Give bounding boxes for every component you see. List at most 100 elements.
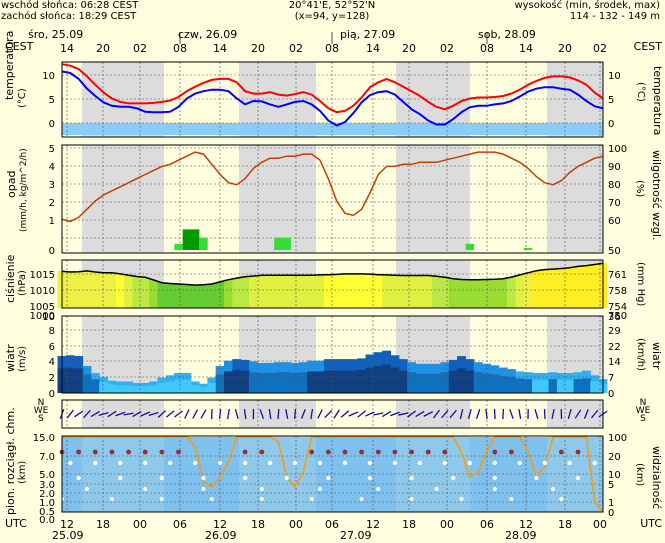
cloud-dot bbox=[259, 487, 264, 491]
top-hour-label: 14 bbox=[519, 42, 533, 55]
cloud-dot bbox=[76, 475, 81, 481]
coords-text: 20°41'E, 52°52'N bbox=[288, 0, 376, 11]
cloud-panel-frame bbox=[61, 435, 604, 513]
wind-speed-column bbox=[298, 372, 308, 393]
sunset-text: zachód słońca: 18:29 CEST bbox=[1, 11, 137, 22]
wind-speed-column bbox=[265, 372, 275, 393]
wind-tick-right: 22 bbox=[608, 342, 621, 353]
pressure-column bbox=[207, 284, 217, 308]
cloud-dot-high bbox=[425, 449, 431, 455]
bottom-hour-label: 00 bbox=[133, 518, 147, 531]
pressure-column bbox=[407, 275, 417, 308]
precip-tick-left: 0 bbox=[49, 246, 55, 257]
cloud-dot bbox=[492, 475, 497, 481]
pressure-column bbox=[565, 267, 575, 308]
wind-speed-column bbox=[174, 379, 183, 393]
cloud-top-line bbox=[62, 436, 604, 513]
cloud-dot bbox=[209, 497, 214, 501]
wind-arrow bbox=[148, 411, 159, 417]
bottom-hour-label: 00 bbox=[289, 518, 303, 531]
pressure-tick-left: 1010 bbox=[30, 286, 55, 297]
wind-speed-column bbox=[365, 367, 375, 393]
bottom-date-3: 28.09 bbox=[505, 529, 537, 542]
cloud-dot-high bbox=[126, 449, 131, 455]
cloud-dot bbox=[159, 497, 164, 501]
wind-speed-column bbox=[99, 382, 109, 393]
wind-panel-frame bbox=[61, 315, 604, 394]
bottom-date-1: 26.09 bbox=[205, 529, 237, 542]
cloud-dot bbox=[93, 460, 98, 466]
compass-s-right: S bbox=[640, 414, 646, 424]
temperature-max-line bbox=[61, 63, 604, 114]
wind-arrow bbox=[268, 408, 272, 420]
wind-tick-left: 10 bbox=[42, 312, 55, 323]
pressure-column bbox=[490, 279, 500, 308]
precip-bar bbox=[174, 243, 183, 250]
precip-tick-left: 3 bbox=[49, 180, 55, 191]
pressure-column bbox=[165, 283, 175, 308]
humidity-tick-right: 80 bbox=[608, 180, 621, 191]
wind-arrow bbox=[324, 409, 333, 419]
precip-bar bbox=[274, 237, 283, 250]
wind-speed-column bbox=[523, 379, 533, 393]
cloud-dot bbox=[217, 460, 223, 466]
precip-bar bbox=[523, 247, 533, 250]
wind-arrow bbox=[467, 409, 472, 419]
wind-speed-column bbox=[290, 372, 300, 393]
wind-speed-column bbox=[482, 373, 491, 393]
pressure-column bbox=[215, 281, 225, 308]
wind-arrow bbox=[373, 412, 384, 416]
pressure-column bbox=[190, 285, 200, 308]
pressure-column bbox=[340, 273, 350, 308]
pressure-tick-left: 1005 bbox=[30, 302, 55, 313]
pressure-column bbox=[315, 274, 325, 308]
precip-bar bbox=[199, 237, 208, 250]
cloud-tick-left: 15.0 bbox=[33, 433, 55, 444]
wind-arrow bbox=[300, 409, 306, 419]
pressure-column bbox=[332, 274, 342, 308]
precip-night-band bbox=[239, 145, 316, 253]
wind-arrow bbox=[390, 411, 400, 417]
precip-tick-left: 2 bbox=[49, 198, 55, 209]
cloud-dot bbox=[201, 475, 206, 481]
temp-tick-left: 0 bbox=[49, 119, 55, 130]
temperature-panel-frame bbox=[61, 61, 604, 138]
pressure-column bbox=[440, 277, 450, 308]
pressure-column bbox=[174, 284, 183, 308]
cloud-dot bbox=[359, 497, 364, 501]
cloud-night-band bbox=[396, 437, 470, 512]
bottom-hour-label: 06 bbox=[173, 518, 187, 531]
cloud-dot bbox=[450, 475, 456, 481]
wind-arrow bbox=[441, 409, 449, 419]
bottom-hour-label: 12 bbox=[519, 518, 533, 531]
pressure-column bbox=[415, 275, 425, 308]
cloud-dot bbox=[143, 487, 148, 491]
wind-speed-column bbox=[540, 379, 550, 393]
temp-tick-left: 5 bbox=[49, 95, 55, 106]
compass-right: N WE S bbox=[635, 399, 651, 424]
wind-arrow bbox=[234, 409, 239, 419]
wind-arrow bbox=[485, 408, 488, 420]
wind-arrow bbox=[226, 408, 230, 420]
pressure-column bbox=[182, 284, 192, 308]
wind-arrow bbox=[157, 410, 166, 418]
wind-speed-column bbox=[398, 370, 408, 393]
bottom-hour-label: 18 bbox=[402, 518, 416, 531]
wind-speed-column bbox=[190, 385, 200, 393]
wind-speed-column bbox=[215, 374, 225, 393]
cloud-dot-high bbox=[392, 449, 398, 455]
pressure-tick-left: 1000 bbox=[30, 311, 55, 322]
wind-speed-column bbox=[332, 370, 342, 393]
wind-speed-column bbox=[348, 370, 358, 393]
pressure-column bbox=[273, 275, 283, 308]
bottom-hour-label: 18 bbox=[251, 518, 265, 531]
wind-speed-column bbox=[315, 371, 325, 393]
cloud-dot-high bbox=[259, 449, 265, 455]
cloud-dot bbox=[442, 460, 448, 466]
cloud-tick-left: 3.0 bbox=[39, 480, 55, 491]
wind-speed-column bbox=[357, 369, 367, 393]
cloud-tick-left: 0.5 bbox=[39, 507, 55, 518]
wind-arrow bbox=[357, 410, 366, 418]
cloud-dot bbox=[467, 460, 473, 466]
compass-night-band bbox=[239, 400, 316, 428]
